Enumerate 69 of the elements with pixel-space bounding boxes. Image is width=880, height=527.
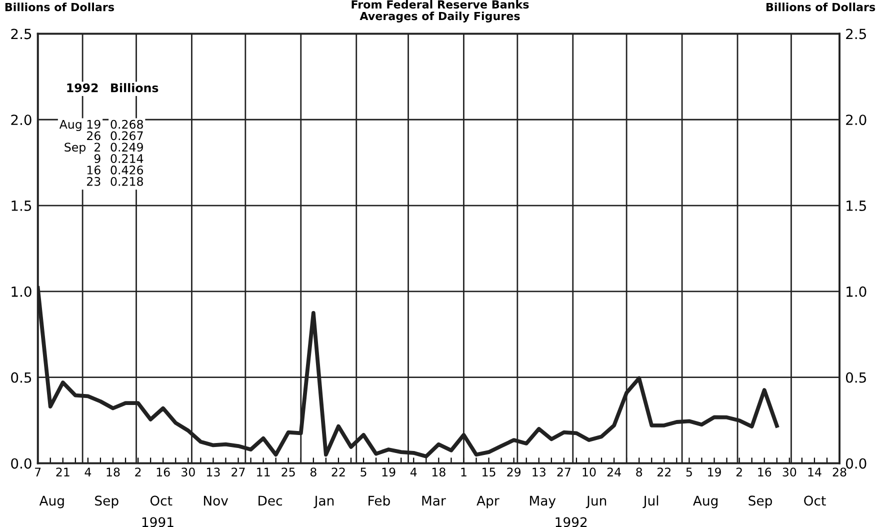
x-tick-label: 21 [56,468,70,476]
x-tick-label: 30 [182,468,195,477]
x-tick-label: 8 [310,468,316,477]
y2-axis-title: Billions of Dollars [766,2,876,12]
annotation: 1992 [67,83,98,92]
x-tick-label: 4 [84,468,92,476]
x-tick-label: 16 [156,468,170,477]
y-tick-label: 1.0 [12,286,32,297]
text: Oct [150,496,172,506]
text: Aug [39,496,64,508]
x-tick-label: 18 [106,468,120,477]
y2-tick-label: 0.5 [846,372,866,383]
annotation: Aug 19 26 Sep 2 9 16 23 [59,120,100,186]
text: Jan [314,496,334,508]
annotation: Billions [111,83,158,92]
x-tick-label: 25 [282,468,295,477]
text: Sep [748,496,772,508]
x-tick-label: 13 [532,468,546,477]
text: May [530,496,556,508]
text: Jun [586,496,606,508]
text: Nov [204,496,228,506]
x-tick-label: 2 [736,468,742,476]
y2-tick-label: 1.5 [846,200,866,212]
x-tick-label: 8 [636,468,642,477]
x-tick-label: 24 [607,468,621,476]
text: Oct [804,496,826,506]
x-tick-label: 30 [782,468,796,477]
text: 1992 [556,517,587,527]
y2-tick-label: 2.0 [846,114,866,126]
x-tick-label: 18 [432,468,446,477]
y-tick-label: 2.0 [11,114,32,126]
text: Feb [368,495,390,506]
x-tick-label: 7 [35,468,41,476]
annotation: 0.268 0.267 0.249 0.214 0.426 0.218 [110,120,144,186]
x-tick-label: 27 [557,468,570,476]
text: Dec [258,496,282,506]
x-tick-label: 10 [582,468,596,477]
x-tick-label: 11 [257,468,270,476]
y-tick-label: 2.5 [11,28,32,40]
y-tick-label: 0.5 [11,372,32,383]
x-tick-label: 1 [461,468,466,476]
x-tick-label: 2 [135,468,141,476]
x-tick-label: 4 [410,468,417,476]
x-tick-label: 28 [832,468,846,477]
x-tick-label: 19 [708,468,721,477]
y-tick-label: 0.0 [11,458,32,469]
x-tick-label: 29 [507,468,521,477]
x-tick-label: 15 [482,468,496,477]
y2-tick-label: 0.0 [846,458,866,469]
y2-tick-label: 1.0 [846,286,866,297]
x-tick-label: 16 [758,468,772,477]
text: Mar [422,496,446,506]
text: Jul [642,495,658,508]
x-tick-label: 14 [808,468,822,476]
y-axis-title: Billions of Dollars [5,2,114,12]
text: Sep [95,496,118,508]
y-tick-label: 1.5 [12,200,32,212]
x-tick-label: 5 [686,468,692,477]
x-tick-label: 27 [232,468,245,476]
x-tick-label: 19 [382,468,396,477]
text: Apr [476,496,500,508]
x-tick-label: 22 [332,468,345,476]
x-tick-label: 5 [360,468,366,477]
y2-tick-label: 2.5 [846,28,866,40]
text: Aug [693,496,718,508]
x-tick-label: 22 [658,468,670,476]
text: 1991 [142,517,174,527]
x-tick-label: 13 [206,468,220,477]
chart-title: From Federal Reserve Banks Averages of Daily Figures [352,0,529,22]
